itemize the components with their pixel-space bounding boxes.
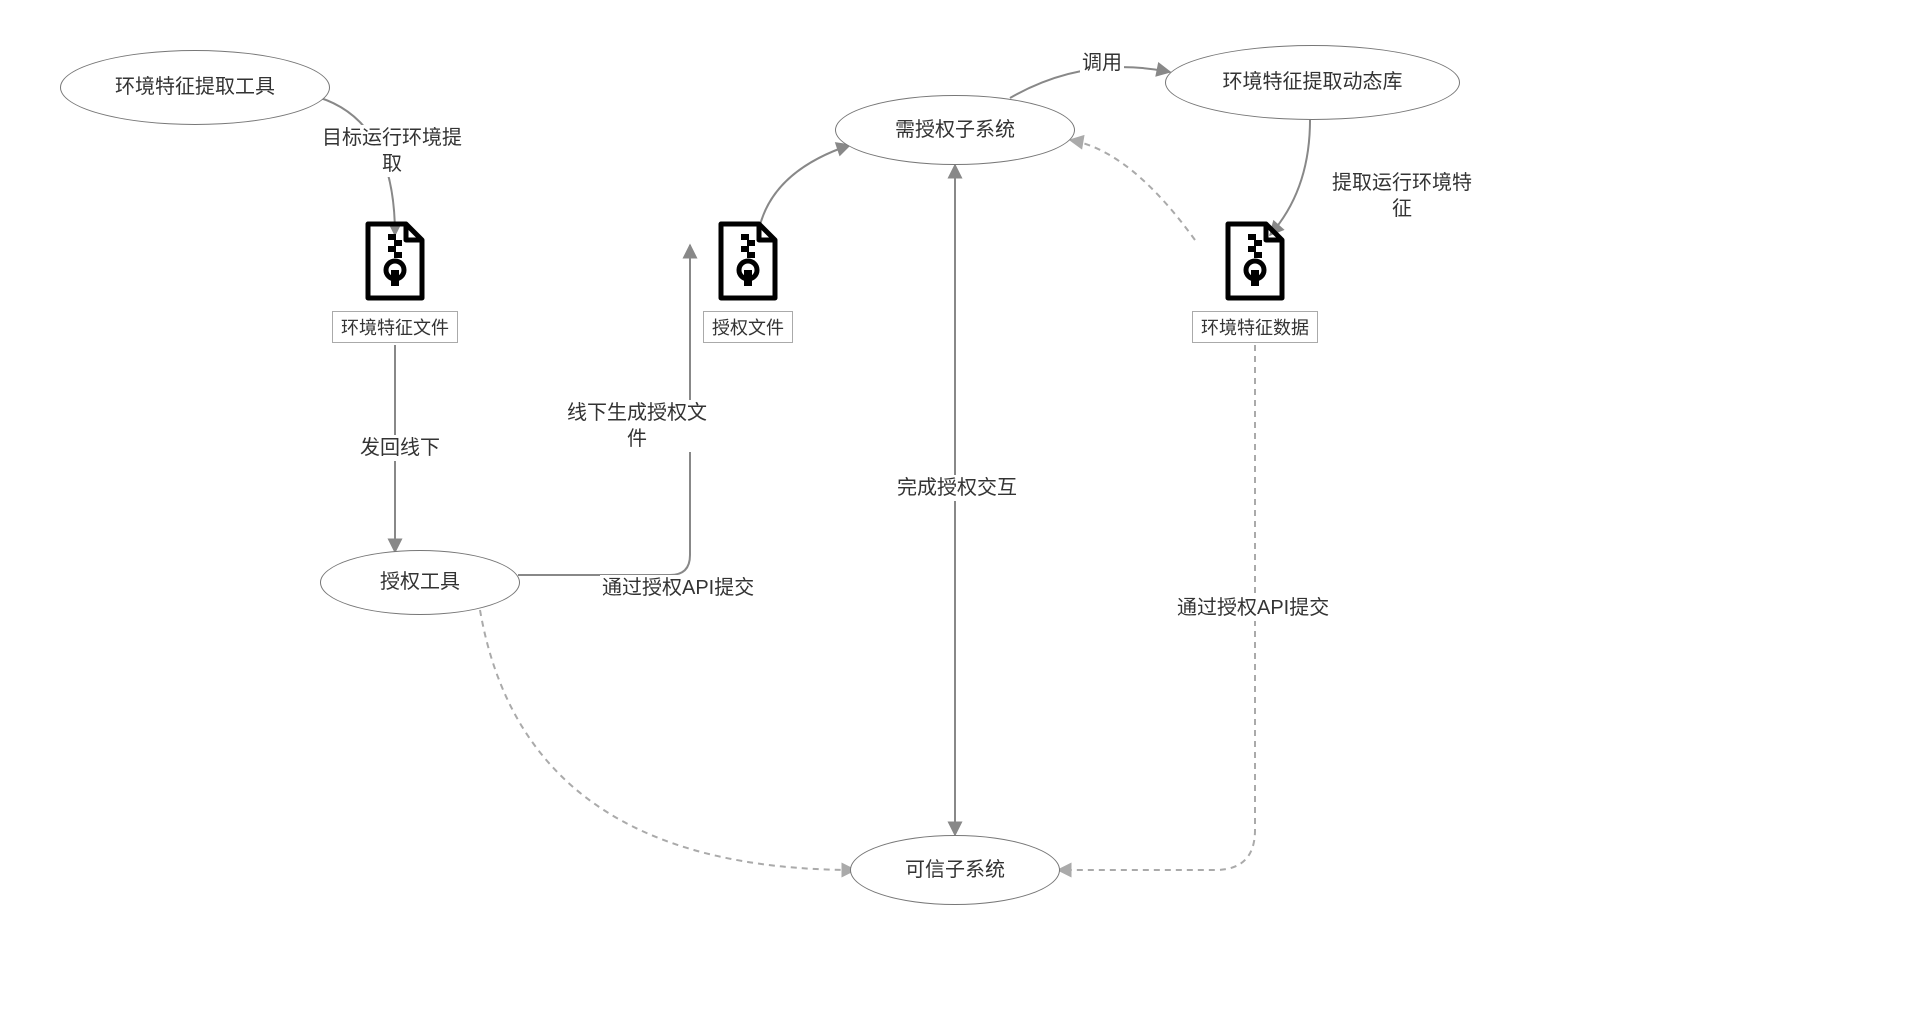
edge-label-e7: 调用 (1080, 50, 1124, 76)
node-label: 环境特征提取工具 (115, 75, 275, 100)
node-auth-tool: 授权工具 (320, 550, 520, 615)
file-label: 授权文件 (703, 311, 793, 343)
node-need-auth: 需授权子系统 (835, 95, 1075, 165)
diagram-canvas: 环境特征提取工具 授权工具 需授权子系统 可信子系统 环境特征提取动态库 环境特… (0, 0, 1921, 1036)
edge-label-e2: 发回线下 (358, 435, 442, 461)
edge-label-e1: 目标运行环境提 取 (310, 125, 474, 177)
node-auth-file: 授权文件 (678, 220, 818, 343)
file-label: 环境特征数据 (1192, 311, 1318, 343)
node-label: 环境特征提取动态库 (1223, 70, 1403, 95)
edge-e8 (1270, 120, 1310, 235)
edge-e4 (760, 145, 850, 225)
zip-file-icon (713, 220, 783, 302)
file-label: 环境特征文件 (332, 311, 458, 343)
node-label: 授权工具 (380, 570, 460, 595)
node-env-file: 环境特征文件 (325, 220, 465, 343)
node-dyn-lib: 环境特征提取动态库 (1165, 45, 1460, 120)
node-label: 需授权子系统 (895, 118, 1015, 143)
edge-e5 (480, 610, 855, 870)
edge-label-e8: 提取运行环境特 征 (1320, 170, 1484, 222)
edge-label-e10: 通过授权API提交 (1175, 595, 1331, 621)
edge-label-e6: 完成授权交互 (895, 475, 1019, 501)
node-trusted: 可信子系统 (850, 835, 1060, 905)
node-label: 可信子系统 (905, 858, 1005, 883)
zip-file-icon (1220, 220, 1290, 302)
edge-e9 (1070, 140, 1195, 240)
node-env-tool: 环境特征提取工具 (60, 50, 330, 125)
zip-file-icon (360, 220, 430, 302)
edge-label-e5: 通过授权API提交 (600, 575, 756, 601)
edge-label-e3: 线下生成授权文 件 (555, 400, 719, 452)
node-env-data: 环境特征数据 (1185, 220, 1325, 343)
